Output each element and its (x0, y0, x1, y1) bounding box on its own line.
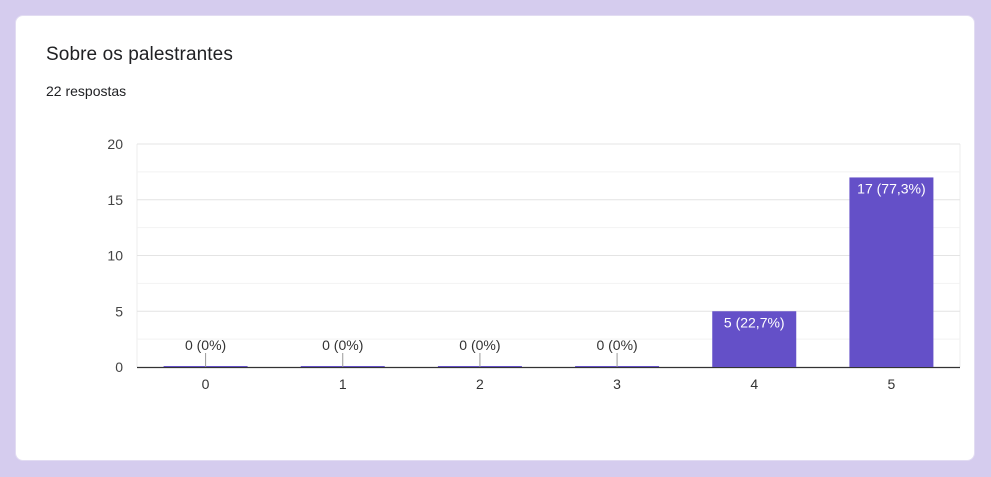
x-tick-label: 2 (476, 376, 484, 392)
x-tick-label: 0 (202, 376, 210, 392)
x-tick-label: 5 (888, 376, 896, 392)
x-tick-label: 3 (613, 376, 621, 392)
y-axis-ticks: 0 5 10 15 20 (107, 136, 123, 375)
x-tick-label: 1 (339, 376, 347, 392)
chart-grid (136, 143, 961, 369)
response-count: 22 respostas (46, 83, 127, 99)
question-card: Sobre os palestrantes 22 respostas (15, 15, 975, 461)
y-tick-label: 10 (107, 248, 123, 264)
bar-5 (849, 177, 934, 367)
data-label: 5 (22,7%) (724, 314, 785, 330)
y-tick-label: 0 (115, 359, 123, 375)
data-label: 0 (0%) (322, 337, 363, 353)
y-tick-label: 15 (107, 192, 123, 208)
data-label: 0 (0%) (596, 337, 637, 353)
y-tick-label: 5 (115, 303, 123, 319)
x-axis-ticks: 0 1 2 3 4 5 (202, 376, 896, 392)
data-label: 0 (0%) (459, 337, 500, 353)
data-label: 0 (0%) (185, 337, 226, 353)
x-tick-label: 4 (750, 376, 758, 392)
chart-bars (163, 177, 934, 367)
data-labels: 0 (0%) 0 (0%) 0 (0%) 0 (0%) 5 (22,7%) 17 (77,… (185, 180, 926, 353)
question-title: Sobre os palestrantes (46, 44, 233, 65)
y-tick-label: 20 (107, 136, 123, 152)
data-label: 17 (77,3%) (857, 180, 925, 196)
bar-4 (712, 311, 797, 367)
